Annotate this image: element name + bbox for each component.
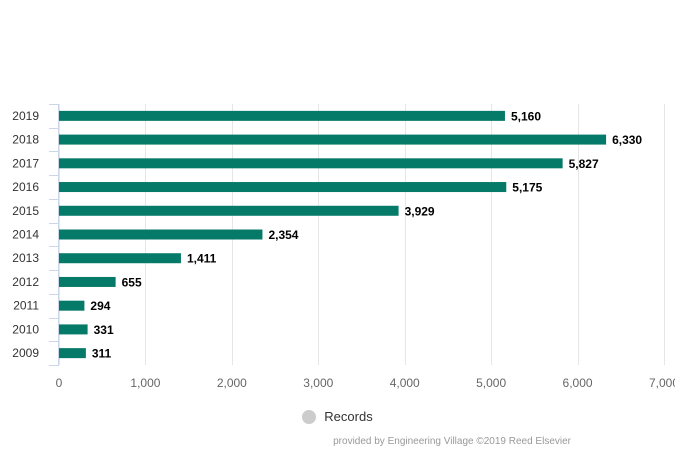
bar-chart: 0 1,000 2,000 3,000 4,000 5,000 6,000 7,000 201… xyxy=(12,104,675,390)
category-label: 2012 xyxy=(12,275,39,289)
legend-item-records[interactable]: Records xyxy=(302,409,373,424)
data-label: 331 xyxy=(94,323,114,337)
x-tick-label: 3,000 xyxy=(303,376,333,390)
x-tick-label: 2,000 xyxy=(217,376,247,390)
data-label: 5,175 xyxy=(512,181,542,195)
legend-symbol-icon xyxy=(302,409,317,424)
x-tick-label: 4,000 xyxy=(390,376,420,390)
x-tick-label: 5,000 xyxy=(476,376,506,390)
data-label: 5,827 xyxy=(569,157,599,171)
bar xyxy=(59,182,507,193)
bar xyxy=(59,134,607,145)
category-axis: 2019 2018 2017 2016 2015 2014 2013 2012 2011 2010… xyxy=(12,104,59,366)
bar xyxy=(59,229,263,240)
bar xyxy=(59,158,563,169)
category-label: 2017 xyxy=(12,156,39,170)
data-label: 294 xyxy=(90,299,110,313)
x-tick-label: 0 xyxy=(56,376,63,390)
category-label: 2016 xyxy=(12,180,39,194)
bar xyxy=(59,276,116,287)
gridlines: 0 1,000 2,000 3,000 4,000 5,000 6,000 7,000 xyxy=(56,104,675,390)
data-label: 311 xyxy=(92,347,112,361)
x-tick-label: 6,000 xyxy=(563,376,593,390)
bar xyxy=(59,324,88,335)
bar xyxy=(59,205,399,216)
category-label: 2014 xyxy=(12,228,39,242)
category-label: 2015 xyxy=(12,204,39,218)
category-label: 2019 xyxy=(12,109,39,123)
bar xyxy=(59,348,86,359)
category-label: 2009 xyxy=(12,346,39,360)
bar xyxy=(59,300,85,311)
category-label: 2013 xyxy=(12,251,39,265)
bar xyxy=(59,253,181,264)
data-label: 2,354 xyxy=(268,228,298,242)
bars xyxy=(59,110,607,359)
legend: Records xyxy=(0,409,675,424)
legend-label: Records xyxy=(324,409,373,424)
credits-text[interactable]: provided by Engineering Village ©2019 Re… xyxy=(333,436,571,447)
data-label: 6,330 xyxy=(612,133,642,147)
bar xyxy=(59,110,505,121)
data-label: 1,411 xyxy=(187,252,217,266)
data-label: 655 xyxy=(122,275,142,289)
category-label: 2018 xyxy=(12,133,39,147)
data-labels: 5,160 6,330 5,827 5,175 3,929 2,354 1,411 655 29… xyxy=(90,109,642,360)
x-tick-label: 7,000 xyxy=(649,376,675,390)
data-label: 3,929 xyxy=(405,204,435,218)
data-label: 5,160 xyxy=(511,109,541,123)
category-label: 2010 xyxy=(12,322,39,336)
category-label: 2011 xyxy=(13,299,39,313)
x-tick-label: 1,000 xyxy=(130,376,160,390)
